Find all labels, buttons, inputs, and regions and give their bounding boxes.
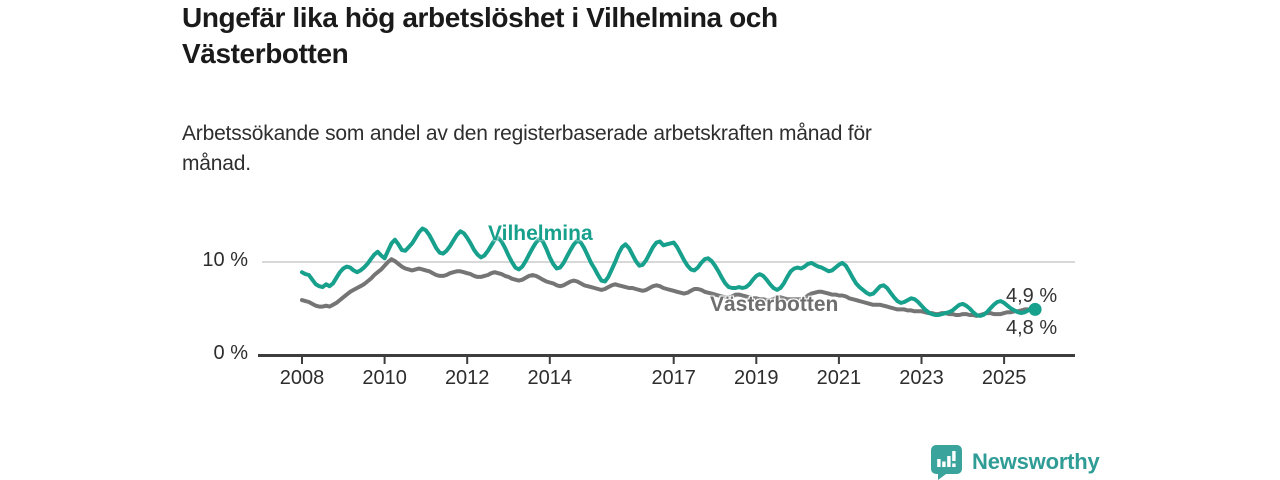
series-label-vasterbotten: Västerbotten	[710, 293, 839, 316]
line-vilhelmina	[300, 226, 1038, 318]
logo-bar-chart-glyph	[937, 451, 956, 467]
page-title-line-1: Ungefär lika hög arbetslöshet i Vilhelmi…	[182, 2, 778, 33]
x-axis-tick-marks	[301, 356, 1006, 364]
line-västerbotten	[300, 257, 1038, 318]
page-subtitle-line-1: Arbetssökande som andel av den registerb…	[182, 122, 872, 145]
page-title-line-2: Västerbotten	[182, 38, 349, 69]
x-axis-label-2025: 2025	[981, 367, 1027, 389]
x-axis-label-2008: 2008	[279, 367, 325, 389]
x-axis-label-2021: 2021	[816, 367, 862, 389]
series-lines	[300, 226, 1038, 318]
x-axis-label-2019: 2019	[734, 367, 779, 389]
x-axis-label-2017: 2017	[651, 367, 696, 389]
x-axis-label-2023: 2023	[899, 367, 944, 389]
y-axis-label-0: 0 %	[213, 342, 248, 364]
y-axis-label-10: 10 %	[202, 249, 248, 271]
series-label-vilhelmina: Vilhelmina	[488, 222, 593, 245]
page-subtitle: Arbetssökande som andel av den registerb…	[182, 119, 1042, 179]
newsworthy-logo-icon	[931, 445, 962, 480]
page-title: Ungefär lika hög arbetslöshet i Vilhelmi…	[182, 0, 982, 72]
newsworthy-wordmark: Newsworthy	[972, 449, 1100, 474]
end-value-vasterbotten: 4,8 %	[1006, 317, 1058, 339]
x-axis-label-2010: 2010	[362, 367, 407, 389]
page-subtitle-line-2: månad.	[182, 152, 251, 175]
x-axis-label-2012: 2012	[444, 367, 490, 389]
x-axis-label-2014: 2014	[527, 367, 573, 389]
end-value-vilhelmina: 4,9 %	[1006, 285, 1058, 307]
newsworthy-branding: Newsworthy	[930, 444, 1100, 480]
